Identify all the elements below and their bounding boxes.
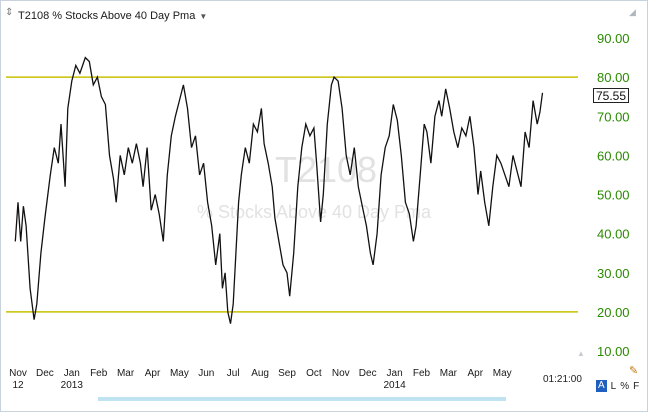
x-tick-year-label: 2014 (383, 380, 406, 391)
x-tick-label: Mar (117, 368, 135, 379)
x-tick-year-label: 12 (12, 380, 24, 391)
scale-log-button[interactable]: L (610, 380, 617, 392)
x-tick-label: Feb (413, 368, 431, 379)
x-tick-label: Aug (251, 368, 269, 379)
x-tick-label: Dec (36, 368, 54, 379)
reference-lines (6, 76, 578, 313)
y-tick-label: 40.00 (597, 227, 630, 242)
x-tick-label: Dec (359, 368, 377, 379)
chart-header: ⇕ T2108 % Stocks Above 40 Day Pma ▼ (5, 8, 207, 24)
scale-auto-button[interactable]: A (596, 380, 607, 392)
pencil-icon[interactable]: ✎ (629, 365, 639, 377)
x-tick-label: May (170, 368, 189, 379)
time-scrollbar[interactable] (98, 397, 506, 401)
y-tick-label: 80.00 (597, 70, 630, 85)
y-tick-label: 20.00 (597, 305, 630, 320)
chart-title: T2108 % Stocks Above 40 Day Pma (18, 10, 196, 22)
x-tick-label: Jan (387, 368, 403, 379)
x-tick-year-label: 2013 (61, 380, 84, 391)
x-tick-label: May (493, 368, 512, 379)
watermark-name: % Stocks Above 40 Day Pma (197, 202, 432, 222)
last-value-badge: 75.55 (593, 88, 629, 103)
y-tick-label: 90.00 (597, 31, 630, 46)
axis-up-arrow-icon[interactable]: ▲ (577, 349, 585, 358)
series-line (14, 56, 544, 324)
panel-corner-arrow-icon[interactable]: ◢ (629, 7, 636, 17)
x-tick-label: Nov (9, 368, 27, 379)
x-tick-label: Nov (332, 368, 350, 379)
scale-percent-button[interactable]: % (620, 380, 630, 392)
x-tick-label: Feb (90, 368, 108, 379)
x-tick-label: Apr (145, 368, 161, 379)
x-tick-label: Apr (468, 368, 484, 379)
y-tick-label: 50.00 (597, 188, 630, 203)
x-tick-label: Jun (198, 368, 214, 379)
y-tick-label: 70.00 (597, 109, 630, 124)
chart-watermark: T2108 % Stocks Above 40 Day Pma (197, 149, 432, 222)
time-label: 01:21:00 (543, 374, 582, 385)
scale-fit-button[interactable]: F (633, 380, 640, 392)
x-tick-label: Oct (306, 368, 322, 379)
y-tick-label: 10.00 (597, 344, 630, 359)
x-tick-label: Mar (440, 368, 458, 379)
x-tick-label: Jan (64, 368, 80, 379)
y-tick-label: 30.00 (597, 266, 630, 281)
x-tick-label: Sep (278, 368, 296, 379)
chevron-down-icon[interactable]: ▼ (199, 11, 208, 21)
drag-handle-icon[interactable]: ⇕ (5, 7, 14, 18)
scale-buttons: A L % F (596, 380, 639, 392)
x-tick-label: Jul (227, 368, 240, 379)
y-axis: 10.00 20.00 30.00 40.00 50.00 60.00 70.00 80.00… (597, 31, 630, 359)
y-tick-label: 60.00 (597, 148, 630, 163)
